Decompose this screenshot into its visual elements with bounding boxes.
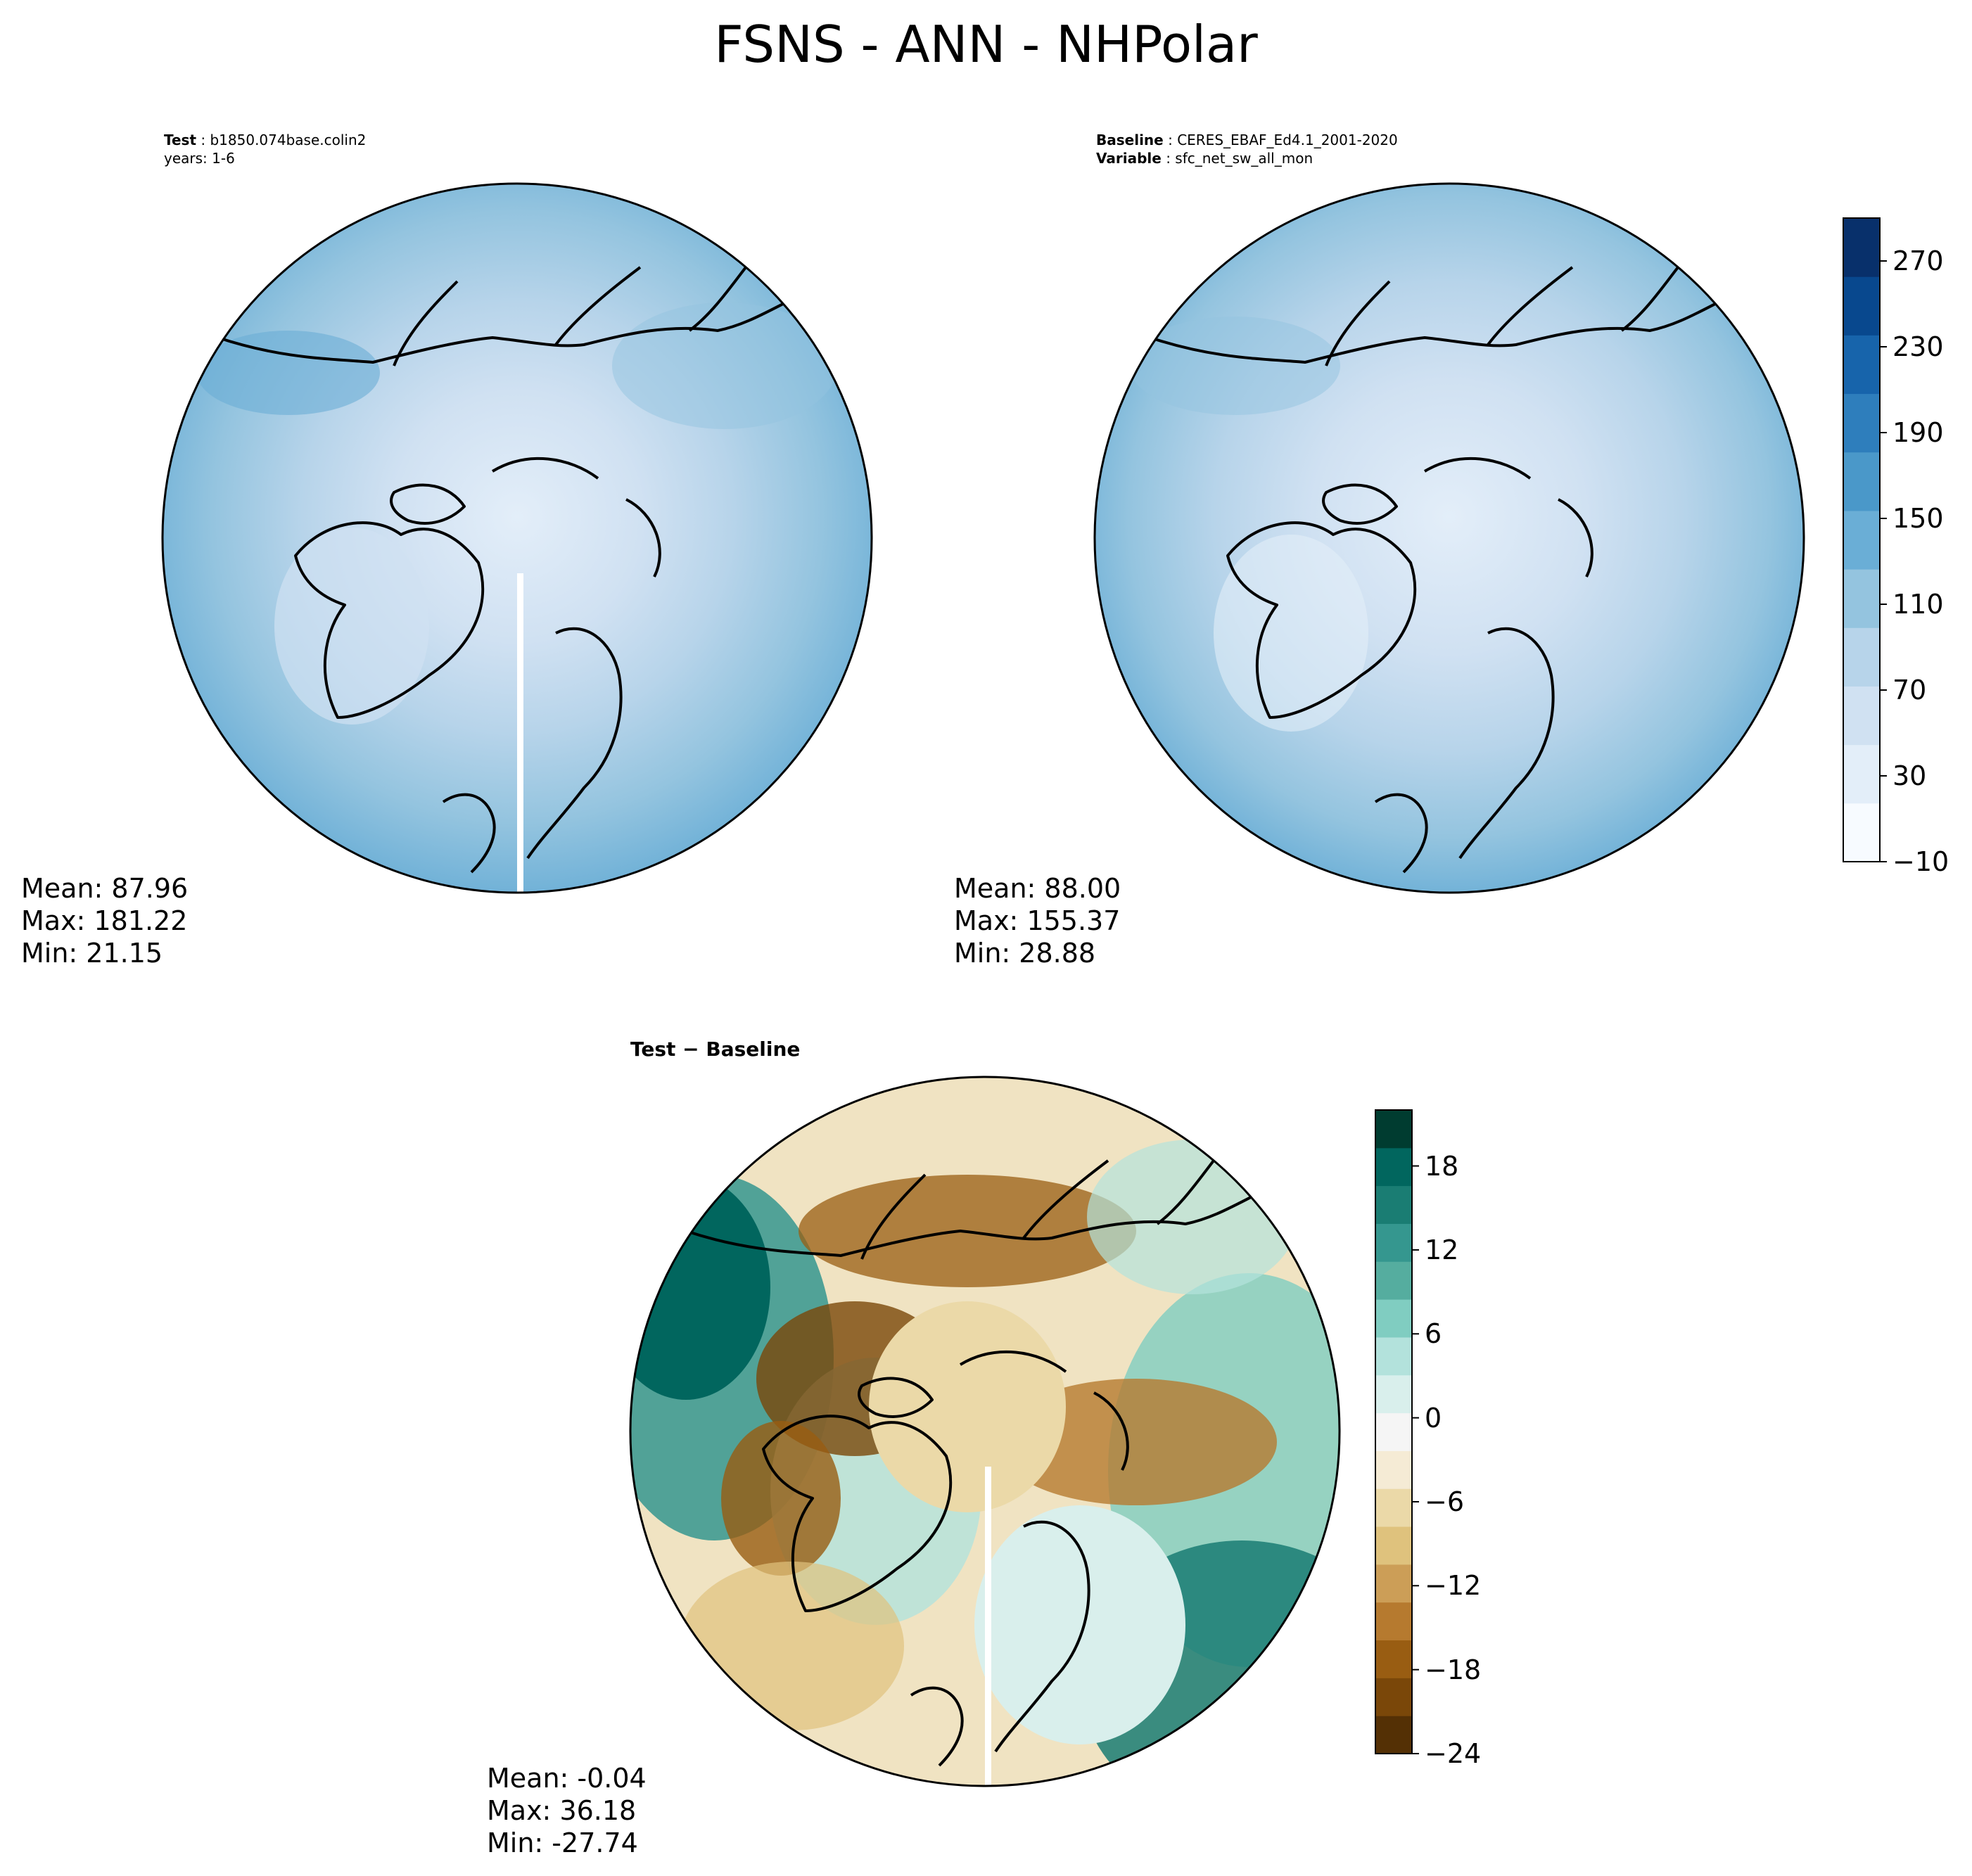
main-colorbar-segment [1843, 803, 1880, 862]
test-mean: Mean: 87.96 [21, 873, 189, 904]
figure-title: FSNS - ANN - NHPolar [714, 15, 1258, 74]
baseline-header-label2: Variable [1096, 150, 1162, 167]
baseline-header-value2: sfc_net_sw_all_mon [1175, 150, 1313, 167]
main-colorbar-tick-label: −10 [1893, 846, 1949, 877]
difference-colorbar-segment [1375, 1678, 1412, 1716]
difference-colorbar-border [1375, 1109, 1413, 1754]
baseline-mean: Mean: 88.00 [954, 873, 1121, 904]
difference-colorbar-segment [1375, 1450, 1412, 1489]
main-colorbar-segment [1843, 569, 1880, 628]
main-colorbar-tick-label: 270 [1893, 245, 1944, 276]
main-colorbar-border [1843, 217, 1881, 862]
difference-colorbar-segment [1375, 1223, 1412, 1262]
difference-colorbar [1375, 1109, 1419, 1754]
baseline-polar-map [1093, 182, 1805, 894]
difference-map-boundary [629, 1076, 1341, 1787]
difference-colorbar-segment [1375, 1336, 1412, 1376]
difference-colorbar-segment [1375, 1488, 1412, 1527]
test-coastlines [217, 248, 817, 874]
difference-colorbar-segment [1375, 1412, 1412, 1451]
baseline-stats: Mean: 88.00 Max: 155.37 Min: 28.88 [954, 872, 1121, 969]
difference-title: Test − Baseline [630, 1038, 801, 1061]
baseline-max: Max: 155.37 [954, 905, 1121, 936]
difference-colorbar-tick-label: −12 [1425, 1570, 1482, 1602]
test-min: Min: 21.15 [21, 938, 163, 969]
test-header-value: b1850.074base.colin2 [210, 132, 367, 148]
difference-colorbar-segment [1375, 1602, 1412, 1641]
main-colorbar-tick-label: 110 [1893, 589, 1944, 620]
baseline-coastlines [1150, 248, 1749, 874]
baseline-min: Min: 28.88 [954, 938, 1096, 969]
difference-colorbar-tick-label: 6 [1425, 1318, 1442, 1350]
test-header-label: Test [164, 132, 197, 148]
test-map-boundary [161, 182, 873, 894]
difference-colorbar-segment [1375, 1640, 1412, 1678]
baseline-header-label: Baseline [1096, 132, 1164, 148]
difference-colorbar-tick-label: 18 [1425, 1150, 1459, 1182]
main-colorbar [1843, 217, 1887, 862]
test-polar-map [161, 182, 873, 894]
difference-colorbar-segment [1375, 1374, 1412, 1414]
baseline-header: Baseline : CERES_EBAF_Ed4.1_2001-2020 Va… [1096, 132, 1398, 167]
baseline-field [1095, 184, 1804, 893]
difference-polar-map [629, 1076, 1341, 1787]
difference-min: Min: -27.74 [487, 1827, 638, 1858]
difference-colorbar-segment [1375, 1564, 1412, 1603]
difference-colorbar-segment [1375, 1185, 1412, 1224]
main-colorbar-tick-label: 230 [1893, 331, 1944, 362]
main-colorbar-tick-label: 70 [1893, 675, 1927, 706]
difference-colorbar-tick-label: −6 [1425, 1486, 1465, 1517]
test-greenland-region [274, 528, 429, 725]
main-colorbar-tick-label: 30 [1893, 760, 1927, 791]
difference-colorbar-segment [1375, 1526, 1412, 1565]
baseline-header-value: CERES_EBAF_Ed4.1_2001-2020 [1177, 132, 1398, 148]
difference-colorbar-segment [1375, 1261, 1412, 1300]
main-colorbar-segment [1843, 335, 1880, 395]
difference-mean: Mean: -0.04 [487, 1763, 647, 1794]
test-header: Test : b1850.074base.colin2 years: 1-6 [164, 132, 367, 167]
difference-colorbar-segment [1375, 1110, 1412, 1149]
difference-colorbar-tick-label: −24 [1425, 1738, 1482, 1769]
main-colorbar-tick-label: 150 [1893, 503, 1944, 534]
main-colorbar-segment [1843, 393, 1880, 453]
difference-colorbar-tick-label: 0 [1425, 1402, 1442, 1434]
baseline-greenland-region [1214, 535, 1368, 732]
difference-colorbar-segment [1375, 1716, 1412, 1754]
test-max: Max: 181.22 [21, 905, 188, 936]
difference-coastlines [685, 1142, 1285, 1767]
baseline-map-boundary [1093, 182, 1805, 894]
test-seam [517, 573, 523, 893]
difference-colorbar-segment [1375, 1299, 1412, 1338]
main-colorbar-segment [1843, 452, 1880, 511]
main-colorbar-segment [1843, 686, 1880, 746]
main-colorbar-segment [1843, 627, 1880, 687]
difference-seam [985, 1467, 991, 1786]
difference-colorbar-tick-label: −18 [1425, 1654, 1482, 1685]
difference-colorbar-tick-label: 12 [1425, 1234, 1459, 1265]
main-colorbar-segment [1843, 276, 1880, 336]
difference-stats: Mean: -0.04 Max: 36.18 Min: -27.74 [487, 1762, 647, 1859]
difference-colorbar-segment [1375, 1147, 1412, 1187]
main-colorbar-segment [1843, 744, 1880, 804]
test-header-years: years: 1-6 [164, 150, 235, 167]
main-colorbar-segment [1843, 218, 1880, 277]
difference-max: Max: 36.18 [487, 1795, 637, 1826]
main-colorbar-tick-label: 190 [1893, 417, 1944, 448]
main-colorbar-segment [1843, 510, 1880, 570]
test-stats: Mean: 87.96 Max: 181.22 Min: 21.15 [21, 872, 188, 969]
